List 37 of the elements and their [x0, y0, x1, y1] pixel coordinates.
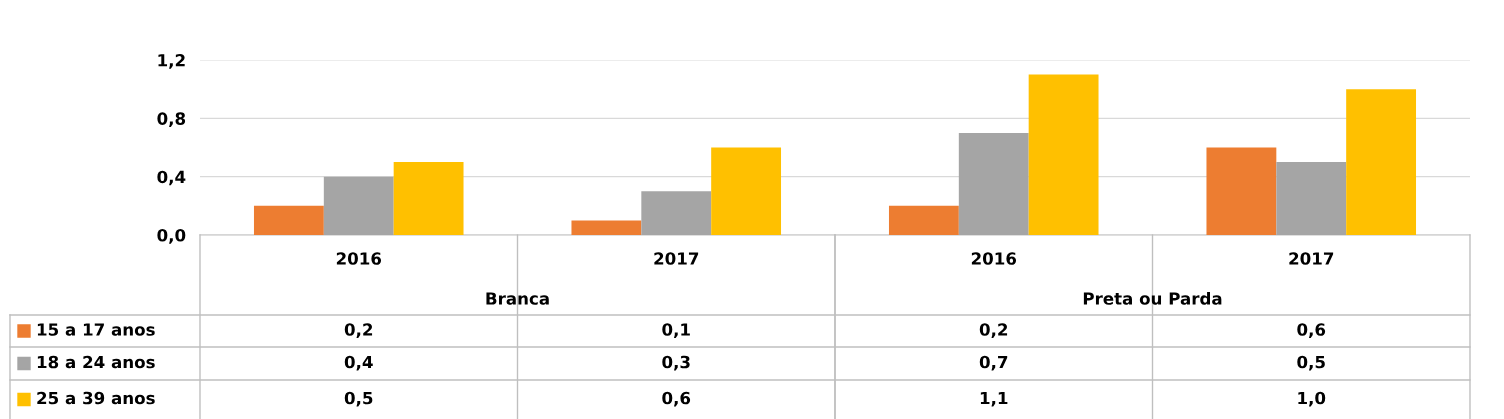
bar	[1028, 74, 1099, 235]
data-label: 0,3	[662, 355, 690, 371]
x-tick-label: 2017	[654, 252, 699, 265]
bar	[711, 147, 782, 235]
y-tick-label: 0,0	[157, 228, 186, 244]
y-tick-label: 0,8	[157, 112, 186, 128]
data-label: 0,2	[979, 323, 1008, 338]
bar	[641, 191, 712, 235]
data-label: 0,5	[1297, 355, 1325, 371]
bar	[323, 176, 394, 235]
bar	[393, 162, 464, 235]
bar	[1206, 147, 1277, 235]
bar	[958, 132, 1029, 235]
bar	[1276, 162, 1347, 235]
bar	[1346, 89, 1417, 235]
bar	[253, 205, 324, 235]
bar	[888, 205, 959, 235]
y-tick-label: 1,2	[158, 53, 185, 69]
data-label: 1,0	[1298, 391, 1326, 407]
data-label: 0,7	[979, 355, 1008, 371]
legend-label: 18 a 24 anos	[37, 355, 155, 369]
x-tick-label: 2016	[971, 252, 1017, 265]
data-label: 1,1	[980, 391, 1008, 407]
x-tick-label: 2016	[336, 252, 382, 265]
data-label: 0,4	[344, 355, 373, 371]
data-label: 0,5	[344, 391, 373, 407]
data-label: 0,6	[1297, 323, 1326, 338]
data-label: 0,2	[344, 323, 373, 338]
text: Branca	[486, 292, 549, 305]
y-tick-label: 0,4	[157, 170, 186, 186]
legend-label: 15 a 17 anos	[37, 323, 155, 336]
data-label: 0,6	[662, 391, 691, 407]
data-label: 0,1	[662, 323, 690, 338]
legend-label: 25 a 39 anos	[37, 391, 155, 405]
bar	[571, 220, 642, 235]
text: Preta ou Parda	[1083, 291, 1222, 305]
x-tick-label: 2017	[1289, 252, 1334, 265]
